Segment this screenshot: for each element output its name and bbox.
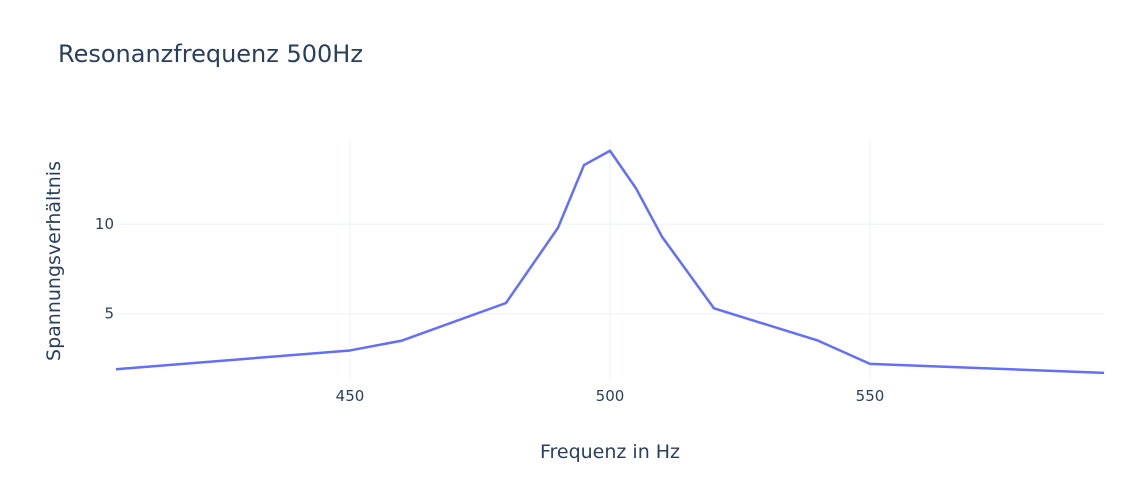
y-axis-ticks: 5 10 <box>95 215 114 323</box>
x-axis-ticks: 450 500 550 <box>336 387 885 405</box>
series-layer <box>116 149 1104 375</box>
x-tick-label: 450 <box>336 387 365 405</box>
x-axis-title: Frequenz in Hz <box>540 441 680 463</box>
x-tick-label: 550 <box>856 387 885 405</box>
y-axis-title: Spannungsverhältnis <box>43 161 65 361</box>
series-line <box>116 149 1104 375</box>
y-tick-label: 10 <box>95 215 114 233</box>
x-tick-label: 500 <box>596 387 625 405</box>
grid <box>116 140 1104 380</box>
chart-title: Resonanzfrequenz 500Hz <box>58 40 363 68</box>
y-tick-label: 5 <box>104 305 114 323</box>
